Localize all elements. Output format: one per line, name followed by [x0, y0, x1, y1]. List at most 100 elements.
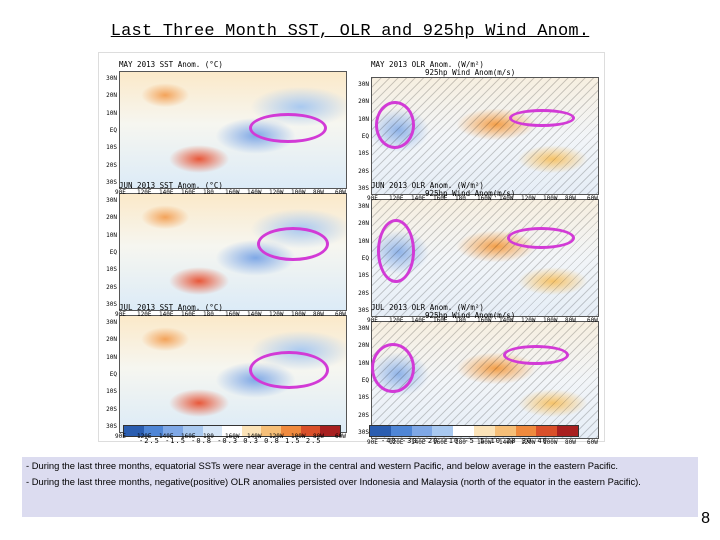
wind-panel-label-jun: 925hp Wind Anom(m/s) — [425, 189, 516, 198]
x-tick-label: 160W — [225, 433, 240, 440]
x-tick-label: 160W — [477, 439, 492, 446]
y-tick-label: 20S — [106, 161, 117, 169]
x-tick-label: 60W — [587, 439, 598, 446]
y-tick-label: 30S — [358, 307, 369, 314]
y-tick-label: 30S — [106, 301, 117, 308]
y-tick-label: 30N — [358, 325, 369, 332]
sst-panel-label-jul: JUL 2013 SST Anom. (°C) — [119, 303, 223, 312]
x-tick-label: 100W — [291, 311, 306, 318]
y-tick-label: 20S — [106, 405, 117, 413]
y-tick-label: 30S — [106, 423, 117, 430]
colorbar-swatch — [124, 426, 144, 436]
highlight-ellipse — [507, 227, 575, 249]
highlight-ellipse — [257, 227, 329, 261]
x-tick-label: 120E — [137, 311, 152, 318]
x-tick-label: 60W — [335, 311, 346, 318]
y-tick-label: EQ — [361, 255, 369, 262]
x-tick-label: 140W — [499, 195, 514, 202]
y-tick-label: 20N — [358, 98, 369, 106]
x-tick-label: 120E — [137, 433, 152, 440]
x-tick-label: 90E — [367, 195, 378, 202]
x-tick-label: 100W — [291, 189, 306, 196]
colorbar-swatch — [202, 426, 223, 436]
x-tick-label: 120W — [269, 311, 284, 318]
sst-panel-label-may: MAY 2013 SST Anom. (°C) — [119, 60, 223, 69]
colorbar-swatch — [370, 426, 391, 436]
x-tick-label: 160W — [225, 311, 240, 318]
x-tick-label: 90E — [367, 317, 378, 324]
x-tick-label: 100W — [291, 433, 306, 440]
x-tick-label: 120E — [389, 317, 404, 324]
y-tick-label: 20S — [358, 167, 369, 175]
y-tick-label: 30S — [106, 179, 117, 186]
highlight-ellipse — [375, 101, 415, 149]
x-tick-label: 140E — [411, 195, 426, 202]
x-tick-label: 160E — [181, 311, 196, 318]
y-tick-label: 20S — [106, 283, 117, 291]
x-tick-label: 100W — [543, 317, 558, 324]
summary-notes: - During the last three months, equatori… — [22, 457, 698, 517]
x-tick-label: 90E — [115, 311, 126, 318]
colorbar-swatch — [241, 426, 262, 436]
y-tick-label: 10N — [106, 231, 117, 239]
sst-colorbar-ticks: -2.5 -1.5 -0.8 -0.3 0.3 0.8 1.5 2.5 — [139, 437, 322, 445]
x-tick-label: 90E — [367, 439, 378, 446]
olr-panel-label-may: MAY 2013 OLR Anom. (W/m²) — [371, 60, 484, 69]
colorbar-swatch — [515, 426, 537, 436]
y-tick-label: 10S — [358, 150, 369, 158]
x-tick-label: 140E — [159, 311, 174, 318]
y-tick-label: 20N — [106, 336, 117, 344]
x-tick-label: 140W — [247, 189, 262, 196]
y-tick-label: 30N — [106, 197, 117, 204]
wind-panel-label-may: 925hp Wind Anom(m/s) — [425, 68, 516, 77]
x-tick-label: 120E — [389, 439, 404, 446]
sst-panel-label-jun: JUN 2013 SST Anom. (°C) — [119, 181, 223, 190]
olr-panel-label-jul: JUL 2013 OLR Anom. (W/m²) — [371, 303, 484, 312]
x-tick-label: 160E — [433, 195, 448, 202]
colorbar-swatch — [320, 426, 341, 436]
colorbar-swatch — [411, 426, 433, 436]
olr-panel-label-jun: JUN 2013 OLR Anom. (W/m²) — [371, 181, 484, 190]
colorbar-swatch — [222, 426, 242, 436]
y-tick-label: 30N — [106, 75, 117, 82]
highlight-ellipse — [509, 109, 575, 127]
colorbar-swatch — [143, 426, 164, 436]
note-sst: - During the last three months, equatori… — [26, 460, 618, 471]
highlight-ellipse — [503, 345, 569, 365]
x-tick-label: 80W — [313, 433, 324, 440]
x-tick-label: 160W — [477, 195, 492, 202]
x-tick-label: 140W — [247, 311, 262, 318]
olr-colorbar-ticks: -40 -30 -20 -10 -5 5 10 20 30 40 — [381, 437, 548, 445]
colorbar-swatch — [261, 426, 282, 436]
x-tick-label: 120W — [269, 189, 284, 196]
y-tick-label: 10N — [358, 359, 369, 367]
highlight-ellipse — [249, 113, 327, 143]
x-tick-label: 140E — [159, 433, 174, 440]
note-olr: - During the last three months, negative… — [26, 476, 641, 487]
colorbar-swatch — [557, 426, 578, 436]
sst-colorbar — [123, 425, 341, 437]
x-tick-label: 140W — [499, 439, 514, 446]
y-tick-label: EQ — [109, 127, 117, 134]
y-tick-label: 30N — [358, 81, 369, 88]
y-tick-label: 30N — [358, 203, 369, 210]
y-tick-label: 20N — [106, 92, 117, 100]
y-tick-label: EQ — [361, 133, 369, 140]
x-tick-label: 120W — [521, 195, 536, 202]
colorbar-swatch — [536, 426, 558, 436]
x-tick-label: 80W — [565, 439, 576, 446]
colorbar-swatch — [432, 426, 454, 436]
x-tick-label: 140W — [247, 433, 262, 440]
x-tick-label: 90E — [115, 433, 126, 440]
x-tick-label: 160E — [181, 189, 196, 196]
y-tick-label: EQ — [109, 249, 117, 256]
x-tick-label: 60W — [587, 317, 598, 324]
y-tick-label: 20N — [358, 342, 369, 350]
highlight-ellipse — [249, 351, 329, 389]
y-tick-label: 10S — [358, 394, 369, 402]
x-tick-label: 180 — [203, 311, 214, 318]
colorbar-swatch — [281, 426, 301, 436]
page-number: 8 — [701, 510, 710, 527]
y-tick-label: EQ — [361, 377, 369, 384]
x-tick-label: 160W — [477, 317, 492, 324]
